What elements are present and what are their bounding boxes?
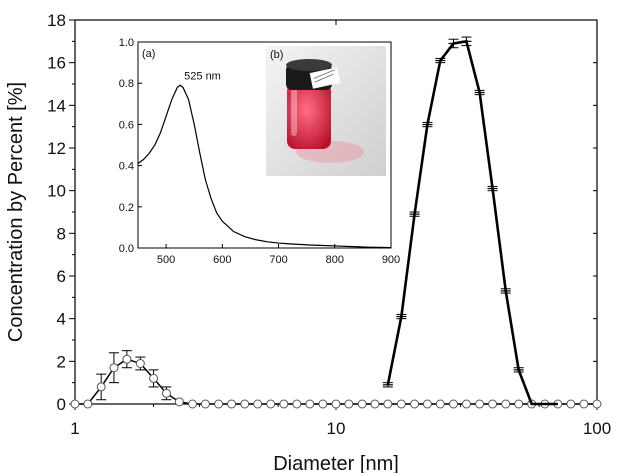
data-point-circle — [109, 363, 119, 373]
inset-y-tick-label: 1.0 — [119, 37, 134, 49]
data-point-circle — [514, 399, 524, 409]
y-tick-label: 8 — [57, 224, 66, 243]
data-point-circle — [70, 399, 80, 409]
data-point-circle — [488, 399, 498, 409]
x-tick-label: 100 — [583, 419, 611, 438]
data-point-circle — [188, 399, 198, 409]
data-point-circle — [96, 382, 106, 392]
data-point-circle — [422, 399, 432, 409]
data-point-circle — [501, 399, 511, 409]
y-tick-label: 10 — [47, 182, 66, 201]
inset-x-tick-label: 600 — [213, 254, 231, 266]
data-point-circle — [227, 399, 237, 409]
data-point-circle — [592, 399, 602, 409]
y-tick-label: 14 — [47, 96, 66, 115]
data-point-circle — [461, 399, 471, 409]
data-point-circle — [370, 399, 380, 409]
inset-axis-ticks: 0.0 0.2 0.4 0.6 0.8 1.0 500 600 700 800 900 — [119, 37, 400, 266]
inset-x-tick-label: 500 — [157, 254, 175, 266]
data-point-circle — [305, 399, 315, 409]
y-tick-label: 16 — [47, 54, 66, 73]
y-tick-label: 4 — [57, 310, 66, 329]
inset-peak-annotation: 525 nm — [184, 70, 221, 82]
data-point-circle — [566, 399, 576, 409]
main-x-axis-title: Diameter [nm] — [273, 453, 399, 473]
inset-x-tick-label: 700 — [269, 254, 287, 266]
y-tick-label: 12 — [47, 139, 66, 158]
data-point-circle — [331, 399, 341, 409]
data-point-circle — [279, 399, 289, 409]
data-point-circle — [318, 399, 328, 409]
vial-photo — [266, 46, 386, 176]
inset-x-tick-label: 800 — [326, 254, 344, 266]
y-tick-label: 2 — [57, 352, 66, 371]
y-tick-label: 0 — [57, 395, 66, 414]
data-point-circle — [292, 399, 302, 409]
data-point-circle — [396, 399, 406, 409]
absorbance-curve — [137, 84, 392, 249]
inset-plot-marks — [137, 84, 392, 249]
data-point-circle — [357, 399, 367, 409]
data-point-circle — [266, 399, 276, 409]
series-line-large-peak — [386, 39, 558, 406]
y-tick-label: 18 — [47, 11, 66, 30]
inset-y-tick-label: 0.4 — [119, 161, 134, 173]
data-point-circle — [449, 399, 459, 409]
data-point-circle — [214, 399, 224, 409]
data-point-circle — [435, 399, 445, 409]
data-point-circle — [579, 399, 589, 409]
photo-panel-label: (b) — [270, 49, 283, 61]
data-point-circle — [253, 399, 263, 409]
inset-y-tick-label: 0.0 — [119, 243, 134, 255]
data-point-circle — [383, 399, 393, 409]
main-y-axis-title: Concentration by Percent [%] — [5, 82, 27, 342]
inset-y-tick-label: 0.6 — [119, 119, 134, 131]
main-plot-marks — [70, 36, 602, 409]
data-point-circle — [83, 399, 93, 409]
x-tick-label: 1 — [70, 419, 79, 438]
inset-x-tick-label: 900 — [382, 254, 400, 266]
inset-panel-label: (a) — [142, 48, 155, 60]
data-point-circle — [174, 397, 184, 407]
data-point-circle — [122, 354, 132, 364]
data-point-circle — [149, 373, 159, 383]
data-point-circle — [475, 399, 485, 409]
y-tick-label: 6 — [57, 267, 66, 286]
data-point-circle — [135, 358, 145, 368]
inset-y-tick-label: 0.2 — [119, 202, 134, 214]
main-axis-ticks: 0 2 4 6 8 10 12 14 16 18 1 10 100 — [47, 11, 611, 438]
x-tick-label: 10 — [327, 419, 346, 438]
data-point-circle — [161, 388, 171, 398]
data-point-circle — [344, 399, 354, 409]
data-point-circle — [200, 399, 210, 409]
inset-y-tick-label: 0.8 — [119, 78, 134, 90]
data-point-circle — [410, 399, 420, 409]
data-point-circle — [240, 399, 250, 409]
